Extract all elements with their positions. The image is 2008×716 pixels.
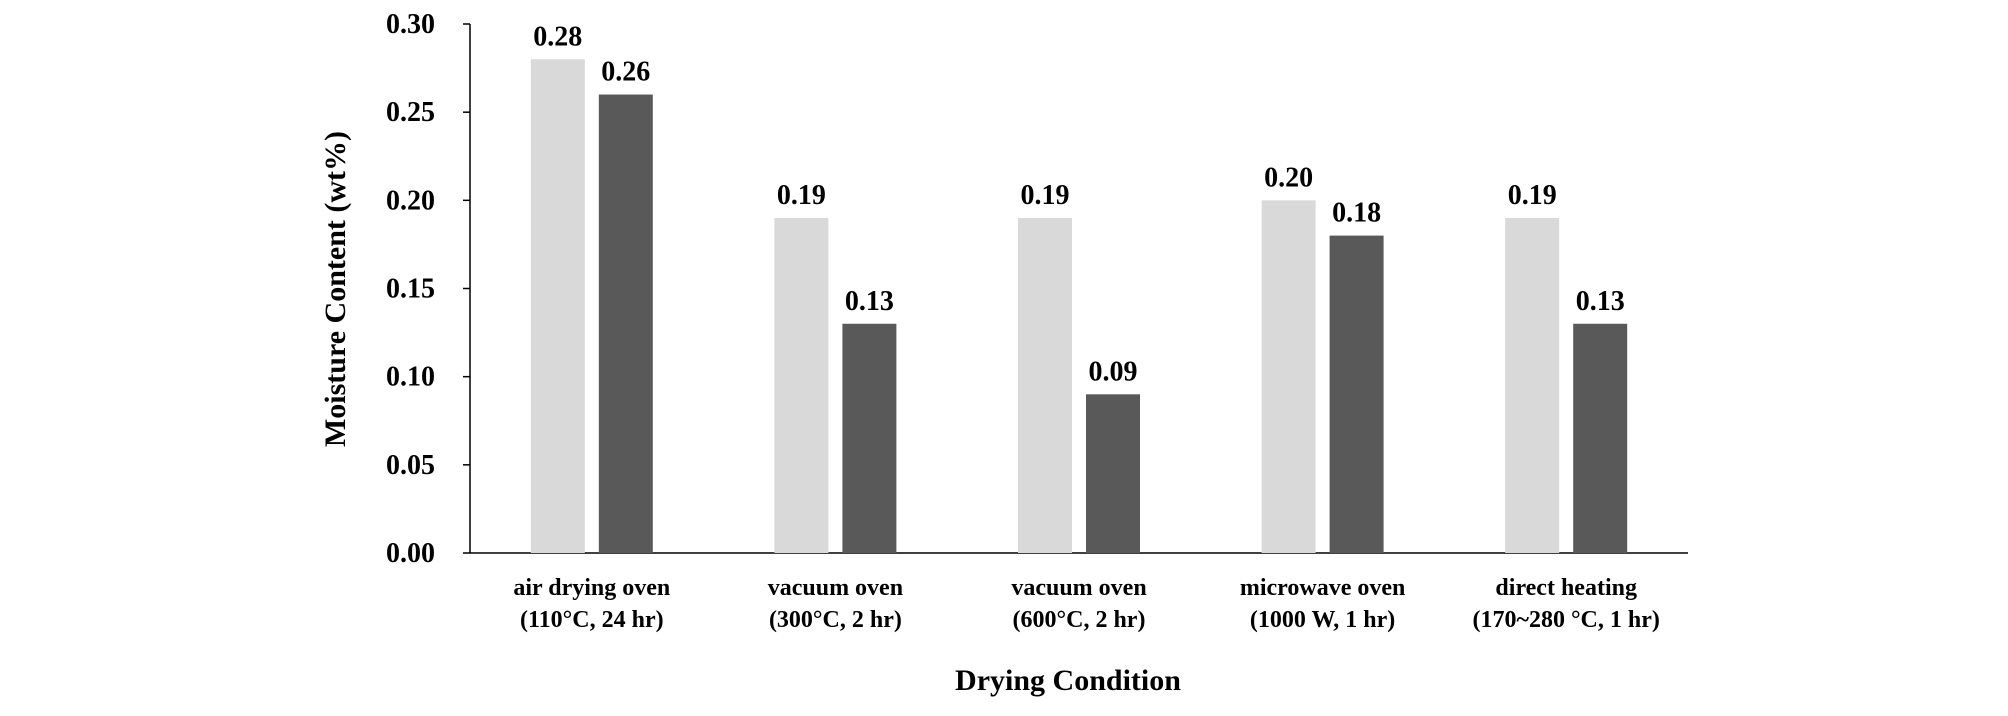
y-tick-label: 0.25: [386, 97, 435, 128]
y-tick-label: 0.20: [386, 185, 435, 216]
x-category-label: (600°C, 2 hr): [1013, 607, 1146, 633]
bar-value-label: 0.28: [533, 21, 582, 52]
bars: [530, 59, 1628, 554]
bar-2: [1329, 235, 1384, 553]
bar-2: [1086, 394, 1140, 553]
bar-value-label: 0.19: [1508, 180, 1557, 211]
bar-2: [842, 323, 897, 553]
bar-1: [1261, 200, 1316, 554]
bar-1: [1018, 217, 1072, 553]
bar-value-label: 0.13: [845, 286, 894, 317]
y-tick-label: 0.05: [386, 450, 435, 481]
bar-1: [530, 59, 585, 554]
x-axis-title: Drying Condition: [955, 664, 1181, 697]
y-tick-label: 0.00: [386, 538, 435, 569]
data-labels: 0.28 0.26 0.19 0.13 0.19 0.09 0.20 0.18 0.19 0.13: [533, 21, 1624, 387]
bar-value-label: 0.20: [1264, 162, 1313, 193]
x-category-label: (170~280 °C, 1 hr): [1472, 607, 1659, 633]
x-category-label: air drying oven: [513, 575, 670, 601]
x-category-label: vacuum oven: [768, 575, 903, 601]
y-tick-label: 0.30: [386, 9, 435, 40]
y-tick-label: 0.10: [386, 362, 435, 393]
y-ticks: 0.00 0.05 0.10 0.15 0.20 0.25 0.30: [386, 9, 470, 569]
bar-2: [598, 94, 653, 554]
x-category-label: (1000 W, 1 hr): [1250, 607, 1395, 633]
bar-value-label: 0.13: [1576, 286, 1625, 317]
bar-value-label: 0.09: [1089, 356, 1138, 387]
x-categories: air drying oven (110°C, 24 hr) vacuum oven…: [513, 575, 1660, 633]
x-category-label: vacuum oven: [1011, 575, 1146, 601]
y-tick-label: 0.15: [386, 274, 435, 305]
y-axis-title: Moisture Content (wt%): [319, 131, 352, 447]
x-category-label: microwave oven: [1240, 575, 1406, 601]
x-category-label: direct heating: [1495, 575, 1637, 601]
bar-2: [1573, 323, 1628, 553]
x-category-label: (110°C, 24 hr): [520, 607, 664, 633]
bar-1: [1505, 217, 1560, 553]
bar-value-label: 0.19: [1021, 180, 1070, 211]
bar-value-label: 0.19: [777, 180, 826, 211]
x-category-label: (300°C, 2 hr): [769, 607, 902, 633]
bar-value-label: 0.18: [1332, 198, 1381, 229]
bar-1: [774, 217, 829, 553]
bar-value-label: 0.26: [601, 57, 650, 88]
